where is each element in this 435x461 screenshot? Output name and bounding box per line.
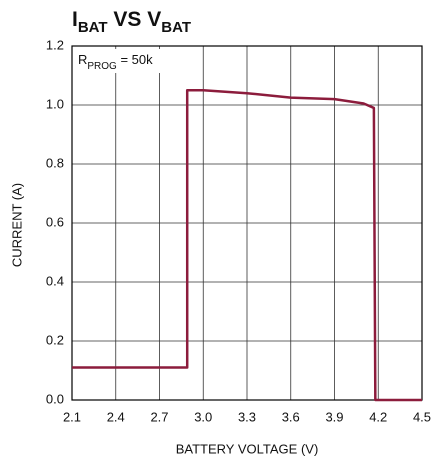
x-tick-label: 3.6	[282, 409, 300, 424]
text-part: BAT	[78, 19, 108, 36]
text-part: BAT	[161, 19, 191, 36]
y-tick-label: 1.2	[46, 37, 64, 52]
annotation-bg	[74, 49, 178, 73]
text-part: I	[72, 8, 78, 31]
x-tick-label: 2.7	[150, 409, 168, 424]
text-part: R	[78, 52, 87, 67]
y-tick-label: 0.2	[46, 332, 64, 347]
y-tick-label: 0.8	[46, 155, 64, 170]
y-tick-label: 0.0	[46, 391, 64, 406]
text-part: = 50k	[117, 52, 153, 67]
x-axis-label: BATTERY VOLTAGE (V)	[176, 441, 319, 456]
y-tick-label: 0.6	[46, 214, 64, 229]
x-tick-label: 4.2	[369, 409, 387, 424]
x-tick-label: 4.5	[413, 409, 431, 424]
x-tick-label: 2.1	[63, 409, 81, 424]
x-tick-label: 2.4	[107, 409, 125, 424]
plot-frame	[71, 45, 423, 401]
data-line	[72, 89, 422, 402]
x-tick-label: 3.3	[238, 409, 256, 424]
x-tick-label: 3.0	[194, 409, 212, 424]
y-axis-label: CURRENT (A)	[9, 183, 24, 267]
text-part: VS V	[108, 8, 162, 31]
annotation: RPROG = 50k	[78, 52, 153, 72]
chart-title: IBAT VS VBAT	[72, 8, 191, 37]
y-tick-label: 1.0	[46, 96, 64, 111]
text-part: PROG	[87, 61, 117, 72]
x-tick-label: 3.9	[325, 409, 343, 424]
y-tick-label: 0.4	[46, 273, 64, 288]
